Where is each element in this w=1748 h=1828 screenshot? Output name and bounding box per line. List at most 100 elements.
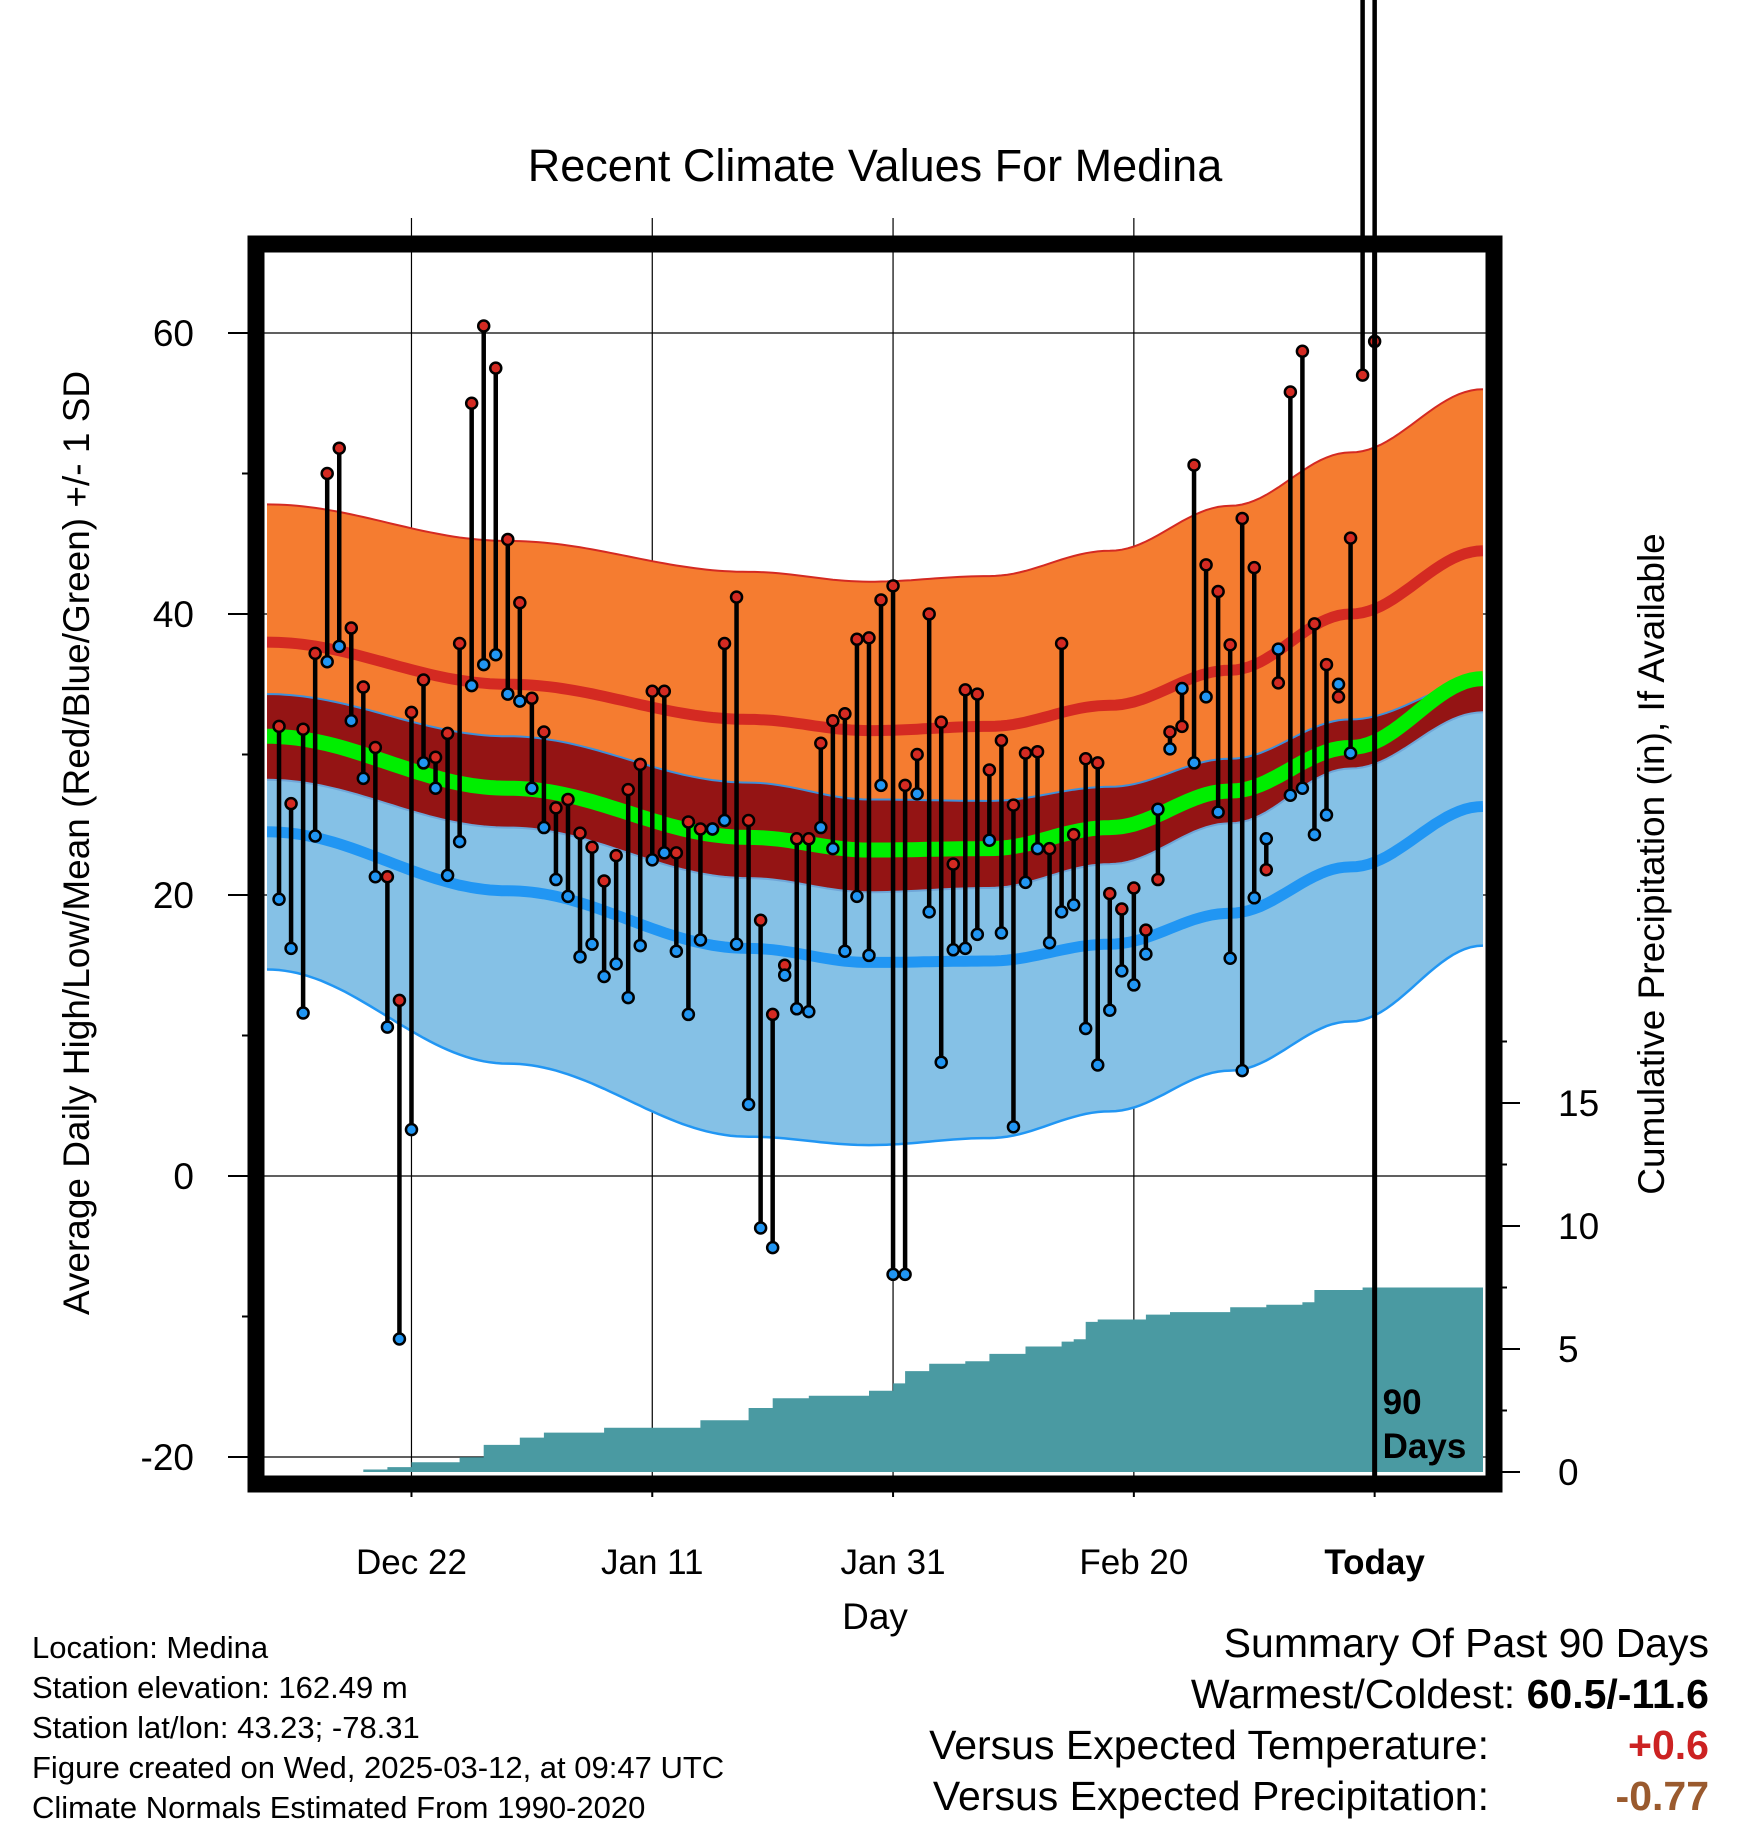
daily-high-point bbox=[802, 832, 816, 846]
daily-high-point bbox=[1307, 617, 1322, 631]
daily-high-point bbox=[284, 796, 298, 811]
daily-low-point bbox=[1066, 898, 1081, 912]
warmest-label: Warmest/Coldest: bbox=[1190, 1671, 1516, 1717]
y2-tick-label: 0 bbox=[1558, 1452, 1579, 1493]
daily-high-point bbox=[958, 683, 973, 697]
daily-low-point bbox=[621, 990, 635, 1005]
daily-high-point bbox=[1163, 725, 1177, 739]
daily-low-point bbox=[320, 655, 334, 669]
daily-low-point bbox=[1151, 802, 1165, 817]
warmest-value: 60.5/-11.6 bbox=[1526, 1671, 1709, 1717]
daily-high-point bbox=[1018, 746, 1033, 760]
daily-low-point bbox=[910, 787, 924, 801]
daily-low-point bbox=[1163, 742, 1177, 756]
today-days-label: 90 Days bbox=[1383, 1383, 1467, 1466]
daily-low-point bbox=[741, 1097, 756, 1112]
daily-low-point bbox=[296, 1006, 310, 1020]
daily-low-point bbox=[946, 943, 961, 957]
x-tick-label: Today bbox=[1324, 1543, 1425, 1582]
daily-markers bbox=[272, 319, 1382, 1346]
y-tick-label: 40 bbox=[153, 594, 194, 635]
daily-low-point bbox=[1247, 891, 1261, 905]
daily-high-point bbox=[862, 631, 876, 645]
daily-low-point bbox=[898, 1267, 912, 1282]
daily-high-point bbox=[609, 848, 623, 863]
x-tick-label: Dec 22 bbox=[356, 1543, 467, 1582]
daily-low-point bbox=[1090, 1058, 1105, 1072]
daily-high-point bbox=[573, 826, 587, 840]
daily-high-point bbox=[597, 874, 611, 888]
daily-low-point bbox=[838, 944, 852, 958]
daily-low-point bbox=[368, 869, 383, 884]
daily-high-point bbox=[946, 857, 961, 871]
daily-high-point bbox=[1151, 872, 1165, 887]
daily-low-point bbox=[922, 905, 936, 919]
daily-low-point bbox=[452, 834, 467, 849]
daily-low-point bbox=[934, 1055, 948, 1069]
daily-high-point bbox=[464, 396, 479, 410]
daily-high-point bbox=[561, 792, 575, 807]
daily-high-point bbox=[1271, 676, 1286, 690]
daily-low-point bbox=[1283, 788, 1298, 802]
daily-high-point bbox=[717, 636, 732, 651]
daily-low-point bbox=[501, 687, 515, 701]
daily-low-point bbox=[633, 938, 647, 953]
daily-low-point bbox=[597, 969, 611, 984]
daily-high-point bbox=[332, 441, 346, 455]
daily-low-point bbox=[464, 678, 479, 693]
daily-high-point bbox=[1042, 841, 1057, 856]
daily-high-point bbox=[320, 466, 334, 481]
daily-stems bbox=[276, 0, 1377, 1339]
daily-low-point bbox=[404, 1122, 419, 1137]
daily-high-point bbox=[838, 707, 852, 721]
daily-high-point bbox=[452, 636, 467, 651]
daily-high-point bbox=[392, 993, 407, 1008]
daily-high-point bbox=[874, 593, 888, 607]
daily-high-point bbox=[669, 846, 684, 860]
daily-low-point bbox=[693, 933, 708, 947]
daily-low-point bbox=[1030, 841, 1045, 856]
daily-high-point bbox=[1223, 638, 1237, 652]
daily-high-point bbox=[1175, 719, 1189, 734]
daily-low-point bbox=[1319, 808, 1334, 822]
daily-low-point bbox=[681, 1007, 696, 1022]
daily-high-point bbox=[296, 722, 310, 736]
daily-low-point bbox=[284, 941, 298, 956]
daily-high-point bbox=[1199, 558, 1213, 572]
daily-high-point bbox=[1030, 744, 1045, 759]
y-axis-label: Average Daily High/Low/Mean (Red/Blue/Gr… bbox=[56, 371, 97, 1315]
summary-temp-row: Versus Expected Temperature: +0.6 bbox=[929, 1720, 1709, 1771]
normals-text: Climate Normals Estimated From 1990-2020 bbox=[32, 1790, 646, 1825]
y-tick-labels: -20 0 20 40 60 bbox=[141, 313, 256, 1478]
daily-low-point bbox=[476, 657, 491, 672]
daily-low-point bbox=[1307, 827, 1322, 842]
created-text: Figure created on Wed, 2025-03-12, at 09… bbox=[32, 1750, 725, 1785]
daily-low-point bbox=[826, 841, 840, 856]
daily-high-point bbox=[380, 869, 395, 884]
daily-low-point bbox=[392, 1332, 407, 1346]
y-tick-label: 60 bbox=[153, 313, 194, 354]
daily-low-point bbox=[1331, 677, 1346, 691]
daily-low-point bbox=[1271, 642, 1286, 656]
y-tick-label: 0 bbox=[173, 1156, 194, 1197]
daily-high-point bbox=[1259, 862, 1274, 877]
daily-low-point bbox=[862, 948, 876, 963]
today-days-label-line: 90 bbox=[1383, 1383, 1422, 1422]
plot-frame bbox=[247, 235, 1503, 1493]
daily-high-point bbox=[922, 607, 936, 621]
daily-high-point bbox=[513, 596, 527, 610]
y2-tick-label: 15 bbox=[1558, 1083, 1599, 1124]
daily-high-point bbox=[585, 840, 599, 854]
daily-low-point bbox=[958, 941, 973, 956]
daily-low-point bbox=[416, 756, 431, 770]
daily-high-point bbox=[886, 579, 900, 593]
daily-high-point bbox=[693, 822, 708, 836]
daily-low-point bbox=[1078, 1021, 1093, 1036]
y-tick-label: 20 bbox=[153, 875, 194, 916]
daily-low-point bbox=[1175, 681, 1189, 696]
daily-high-point bbox=[368, 740, 383, 755]
daily-high-point bbox=[814, 736, 828, 751]
normal-low-line bbox=[267, 801, 1483, 968]
daily-low-point bbox=[802, 1004, 816, 1019]
